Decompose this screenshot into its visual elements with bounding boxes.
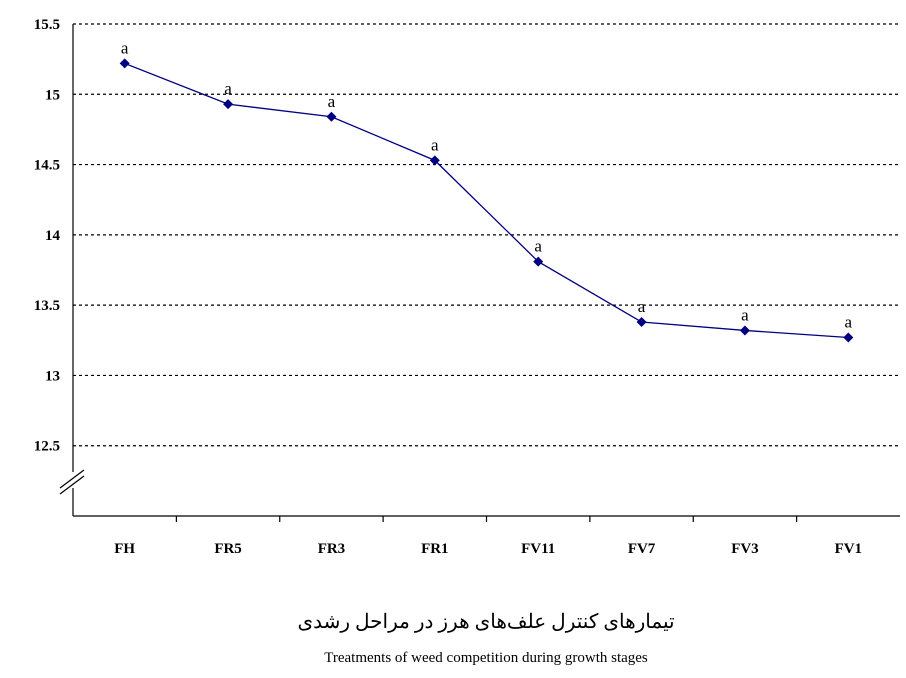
significance-letter: a [534,237,542,256]
significance-letter: a [431,135,439,154]
significance-letter: a [121,38,129,57]
y-tick-label: 15.5 [34,17,60,33]
significance-letter: a [224,79,232,98]
x-tick-label: FV11 [521,541,555,557]
marker [429,155,440,166]
y-tick-label: 13 [45,368,60,384]
line [124,62,849,339]
y-tick-label: 14.5 [34,158,60,174]
x-tick-label: FR5 [214,541,242,557]
x-tick-label: FH [114,541,135,557]
x-tick-label: FV7 [628,541,656,557]
y-tick-label: 12.5 [34,439,60,455]
significance-letter: a [845,312,853,331]
x-tick-label: FV1 [835,541,863,557]
marker [223,99,234,110]
marker [843,332,854,343]
x-tick-label: FR3 [318,541,346,557]
marker [326,111,337,122]
chart-title: تیمارهای کنترل علف‌های هرز در مراحل رشدی [297,611,674,633]
marker [533,256,544,267]
marker [119,58,130,69]
significance-letter: a [741,305,749,324]
y-tick-label: 15 [45,87,60,103]
axis-break [59,475,85,495]
y-tick-label: 13.5 [34,298,60,314]
marker [636,317,647,328]
chart-subtitle: Treatments of weed competition during gr… [324,650,648,666]
significance-letter: a [328,92,336,111]
x-tick-label: FV3 [731,541,759,557]
y-tick-label: 14 [45,228,61,244]
x-tick-label: FR1 [421,541,449,557]
significance-letter: a [638,297,646,316]
axis-break [59,469,85,489]
marker [739,325,750,336]
